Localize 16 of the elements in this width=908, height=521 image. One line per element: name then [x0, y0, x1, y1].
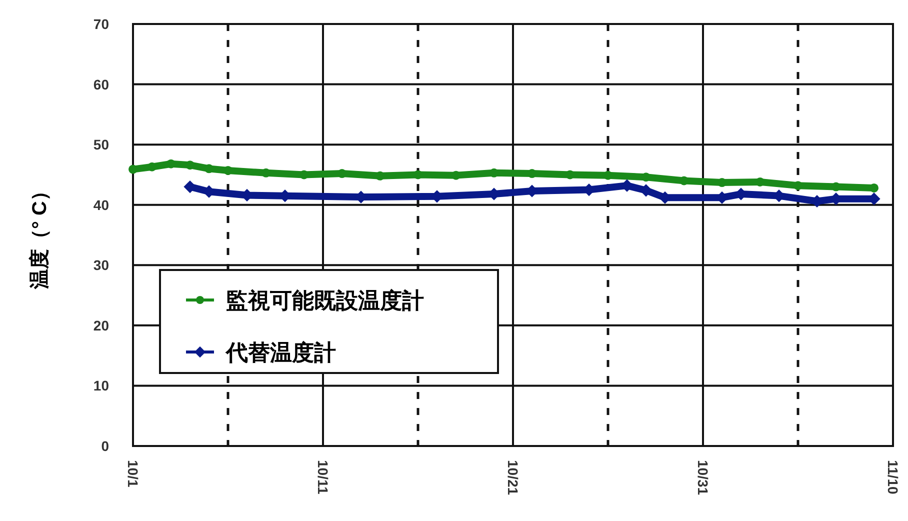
y-tick-label: 30: [93, 257, 110, 274]
y-tick-label: 20: [93, 317, 110, 334]
y-tick-label: 50: [93, 136, 110, 153]
y-axis-title: 温度（° C）: [28, 181, 51, 290]
y-tick-label: 10: [93, 378, 110, 394]
x-tick-label: 10/21: [505, 460, 521, 496]
y-tick-label: 40: [93, 196, 110, 213]
x-tick-label: 10/11: [315, 460, 331, 494]
y-tick-label: 0: [101, 438, 110, 454]
x-tick-label: 11/10: [885, 460, 901, 494]
x-tick-label: 10/31: [695, 460, 711, 496]
y-tick-label: 70: [93, 16, 110, 32]
y-tick-label: 60: [93, 76, 110, 92]
legend-label: 監視可能既設温度計: [226, 288, 424, 313]
legend-label: 代替温度計: [225, 340, 336, 365]
x-tick-label: 10/1: [125, 460, 141, 488]
